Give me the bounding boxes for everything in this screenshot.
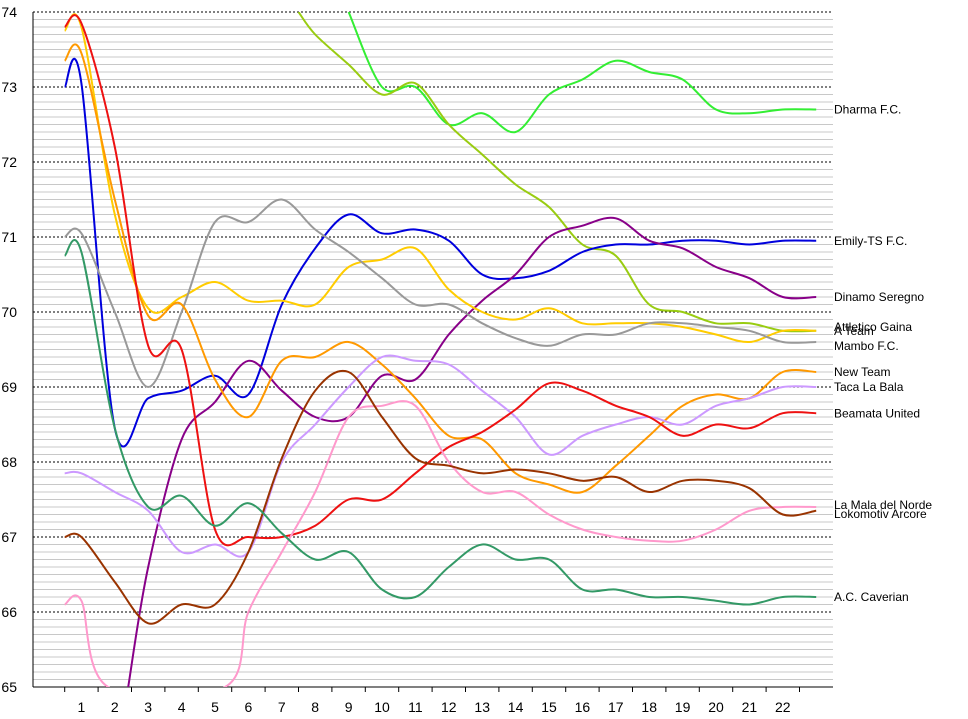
series-label-beamata-united: Beamata United <box>834 406 920 420</box>
x-tick-label: 4 <box>178 699 186 715</box>
series-line-taca-la-bala <box>64 354 817 558</box>
series-label-dinamo-seregno: Dinamo Seregno <box>834 290 924 304</box>
series-label-new-team: New Team <box>834 365 890 379</box>
x-tick-label: 3 <box>144 699 152 715</box>
x-tick-label: 14 <box>508 699 524 715</box>
series-line-a-c-caverian <box>63 239 817 606</box>
y-tick-label: 66 <box>1 604 17 620</box>
y-tick-label: 74 <box>1 4 17 20</box>
series-line-mambo-f-c <box>64 198 817 389</box>
y-tick-label: 65 <box>1 679 17 695</box>
series-label-attletico-gaina: Attletico Gaina <box>834 320 912 334</box>
grid-lines <box>33 11 833 688</box>
series-lines <box>63 12 817 687</box>
series-label-taca-la-bala: Taca La Bala <box>834 380 904 394</box>
x-tick-label: 7 <box>278 699 286 715</box>
series-label-emily-ts-f-c: Emily-TS F.C. <box>834 234 907 248</box>
x-tick-label: 12 <box>441 699 457 715</box>
series-line-lokomotiv-arcore <box>64 369 817 625</box>
y-tick-label: 70 <box>1 304 17 320</box>
series-line-emily-ts-f-c <box>63 58 817 448</box>
x-tick-label: 18 <box>641 699 657 715</box>
series-label-mambo-f-c: Mambo F.C. <box>834 339 899 353</box>
x-tick-label: 20 <box>708 699 724 715</box>
x-tick-label: 22 <box>775 699 791 715</box>
x-tick-label: 8 <box>311 699 319 715</box>
series-line-a-team <box>63 13 817 344</box>
series-line-attletico-gaina <box>297 12 817 333</box>
y-tick-label: 68 <box>1 454 17 470</box>
x-tick-label: 17 <box>608 699 624 715</box>
x-tick-label: 2 <box>111 699 119 715</box>
series-label-a-c-caverian: A.C. Caverian <box>834 590 909 604</box>
x-tick-label: 11 <box>408 699 423 715</box>
series-line-new-team <box>63 43 817 494</box>
series-label-dharma-f-c: Dharma F.C. <box>834 103 901 117</box>
x-tick-label: 15 <box>541 699 557 715</box>
x-tick-label: 13 <box>474 699 490 715</box>
y-tick-label: 69 <box>1 379 17 395</box>
x-tick-label: 5 <box>211 699 219 715</box>
y-tick-label: 67 <box>1 529 17 545</box>
x-tick-label: 16 <box>575 699 591 715</box>
series-line-beamata-united <box>64 14 817 547</box>
x-tick-label: 9 <box>345 699 353 715</box>
series-labels: Dharma F.C. Attletico Gaina Emily-TS F.C. D… <box>834 103 932 605</box>
x-tick-label: 19 <box>675 699 691 715</box>
series-line-dinamo-seregno <box>127 216 817 687</box>
series-line-dharma-f-c <box>347 12 817 134</box>
series-label-a-team: A Team <box>834 324 874 338</box>
y-tick-label: 71 <box>1 229 17 245</box>
x-tick-label: 10 <box>374 699 390 715</box>
x-tick-label: 21 <box>742 699 758 715</box>
series-line-la-mala-del-norde <box>64 400 817 687</box>
x-tick-label: 6 <box>245 699 253 715</box>
series-label-la-mala-del-norde: La Mala del Norde <box>834 498 932 512</box>
series-label-lokomotiv-arcore: Lokomotiv Arcore <box>834 507 927 521</box>
y-tick-label: 73 <box>1 79 17 95</box>
x-tick-label: 1 <box>78 699 86 715</box>
y-tick-label: 72 <box>1 154 17 170</box>
